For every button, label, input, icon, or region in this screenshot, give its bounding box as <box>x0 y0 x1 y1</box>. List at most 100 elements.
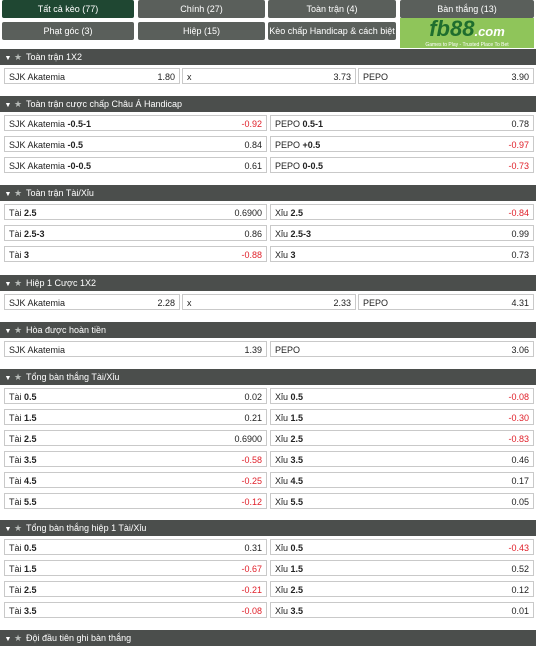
tab-goals[interactable]: Bàn thắng (13) <box>400 0 534 18</box>
favorite-star-icon[interactable]: ★ <box>14 633 23 643</box>
odds-value: 3.06 <box>511 345 529 355</box>
favorite-star-icon[interactable]: ★ <box>14 278 23 288</box>
odds-cell[interactable]: SJK Akatemia -0.5-1 -0.92 <box>4 115 267 131</box>
odds-cell[interactable]: Xỉu 0.5 -0.08 <box>270 388 534 404</box>
tab-handicap[interactable]: Kèo chấp Handicap & cách biệt (3) <box>268 22 396 54</box>
favorite-star-icon[interactable]: ★ <box>14 52 23 62</box>
collapse-caret-icon[interactable]: ▼ <box>4 55 12 62</box>
selection-name: Tài <box>9 606 22 616</box>
odds-cell[interactable]: x 3.73 <box>182 68 356 84</box>
odds-cell[interactable]: SJK Akatemia -0-0.5 0.61 <box>4 157 267 173</box>
odds-value: 3.73 <box>333 72 351 82</box>
odds-cell[interactable]: Xỉu 3 0.73 <box>270 246 534 262</box>
collapse-caret-icon[interactable]: ▼ <box>4 191 12 198</box>
odds-cell[interactable]: Tài 5.5 -0.12 <box>4 493 267 509</box>
selection-name: x <box>187 298 192 308</box>
selection-label: Tài 2.5 <box>9 582 37 598</box>
market-section: ▼ ★ Đội đầu tiên ghi bàn thắng <box>0 630 536 646</box>
odds-cell[interactable]: SJK Akatemia 1.80 <box>4 68 180 84</box>
selection-name: Xỉu <box>275 476 289 486</box>
odds-cell[interactable]: Tài 3.5 -0.58 <box>4 451 267 467</box>
odds-value: 0.02 <box>244 392 262 402</box>
odds-cell[interactable]: Xỉu 1.5 -0.30 <box>270 409 534 425</box>
favorite-star-icon[interactable]: ★ <box>14 523 23 533</box>
section-header[interactable]: ▼ ★ Hòa được hoàn tiền <box>0 322 536 338</box>
collapse-caret-icon[interactable]: ▼ <box>4 636 12 643</box>
odds-cell[interactable]: Xỉu 2.5-3 0.99 <box>270 225 534 241</box>
odds-cell[interactable]: Tài 1.5 -0.67 <box>4 560 267 576</box>
tab-all[interactable]: Tất cả kèo (77) <box>2 0 134 18</box>
odds-value: -0.83 <box>508 434 529 444</box>
section-header[interactable]: ▼ ★ Đội đầu tiên ghi bàn thắng <box>0 630 536 646</box>
section-header[interactable]: ▼ ★ Toàn trận 1X2 <box>0 49 536 65</box>
collapse-caret-icon[interactable]: ▼ <box>4 375 12 382</box>
odds-cell[interactable]: PEPO 0.5-1 0.78 <box>270 115 534 131</box>
odds-cell[interactable]: Tài 0.5 0.02 <box>4 388 267 404</box>
section-header[interactable]: ▼ ★ Toàn trận cược chấp Châu Á Handicap <box>0 96 536 112</box>
odds-cell[interactable]: Xỉu 3.5 0.46 <box>270 451 534 467</box>
odds-cell[interactable]: SJK Akatemia -0.5 0.84 <box>4 136 267 152</box>
odds-value: -0.92 <box>241 119 262 129</box>
section-title: Toàn trận Tài/Xỉu <box>26 188 94 198</box>
section-header[interactable]: ▼ ★ Tổng bàn thắng hiệp 1 Tài/Xỉu <box>0 520 536 536</box>
odds-cell[interactable]: PEPO 0-0.5 -0.73 <box>270 157 534 173</box>
selection-label: Tài 1.5 <box>9 561 37 577</box>
tab-halves[interactable]: Hiệp (15) <box>138 22 265 40</box>
odds-value: 0.05 <box>511 497 529 507</box>
odds-cell[interactable]: Xỉu 4.5 0.17 <box>270 472 534 488</box>
collapse-caret-icon[interactable]: ▼ <box>4 102 12 109</box>
odds-cell[interactable]: Tài 3.5 -0.08 <box>4 602 267 618</box>
odds-cell[interactable]: SJK Akatemia 1.39 <box>4 341 267 357</box>
odds-cell[interactable]: Tài 2.5 -0.21 <box>4 581 267 597</box>
odds-cell[interactable]: PEPO +0.5 -0.97 <box>270 136 534 152</box>
odds-cell[interactable]: Tài 2.5-3 0.86 <box>4 225 267 241</box>
odds-cell[interactable]: Tài 2.5 0.6900 <box>4 430 267 446</box>
odds-cell[interactable]: Tài 1.5 0.21 <box>4 409 267 425</box>
section-header[interactable]: ▼ ★ Tổng bàn thắng Tài/Xỉu <box>0 369 536 385</box>
odds-value: -0.21 <box>241 585 262 595</box>
odds-cell[interactable]: PEPO 4.31 <box>358 294 534 310</box>
selection-name: PEPO <box>275 119 301 129</box>
collapse-caret-icon[interactable]: ▼ <box>4 281 12 288</box>
odds-cell[interactable]: Tài 2.5 0.6900 <box>4 204 267 220</box>
collapse-caret-icon[interactable]: ▼ <box>4 328 12 335</box>
selection-name: SJK Akatemia <box>9 298 66 308</box>
section-header[interactable]: ▼ ★ Hiệp 1 Cược 1X2 <box>0 275 536 291</box>
odds-cell[interactable]: Xỉu 1.5 0.52 <box>270 560 534 576</box>
selection-name: Tài <box>9 229 22 239</box>
odds-cell[interactable]: Xỉu 2.5 0.12 <box>270 581 534 597</box>
odds-cell[interactable]: Tài 4.5 -0.25 <box>4 472 267 488</box>
odds-cell[interactable]: Xỉu 5.5 0.05 <box>270 493 534 509</box>
selection-name: Xỉu <box>275 250 289 260</box>
odds-cell[interactable]: x 2.33 <box>182 294 356 310</box>
odds-cell[interactable]: Tài 0.5 0.31 <box>4 539 267 555</box>
section-title: Đội đầu tiên ghi bàn thắng <box>26 633 132 643</box>
odds-value: 1.39 <box>244 345 262 355</box>
tab-full-match[interactable]: Toàn trận (4) <box>268 0 396 18</box>
odds-row: Tài 0.5 0.31 Xỉu 0.5 -0.43 <box>0 536 536 557</box>
odds-cell[interactable]: PEPO 3.90 <box>358 68 534 84</box>
odds-cell[interactable]: SJK Akatemia 2.28 <box>4 294 180 310</box>
fb88-logo[interactable]: fb88.com Games to Play - Trusted Place T… <box>400 17 534 48</box>
selection-label: Tài 0.5 <box>9 540 37 556</box>
odds-cell[interactable]: Tài 3 -0.88 <box>4 246 267 262</box>
collapse-caret-icon[interactable]: ▼ <box>4 526 12 533</box>
favorite-star-icon[interactable]: ★ <box>14 325 23 335</box>
selection-name: Tài <box>9 564 22 574</box>
handicap-line: 2.5 <box>24 585 37 595</box>
tab-corners[interactable]: Phạt góc (3) <box>2 22 134 40</box>
odds-value: 0.31 <box>244 543 262 553</box>
handicap-line: +0.5 <box>302 140 321 150</box>
odds-cell[interactable]: Xỉu 3.5 0.01 <box>270 602 534 618</box>
odds-cell[interactable]: Xỉu 0.5 -0.43 <box>270 539 534 555</box>
odds-cell[interactable]: PEPO 3.06 <box>270 341 534 357</box>
odds-value: 0.6900 <box>234 434 262 444</box>
favorite-star-icon[interactable]: ★ <box>14 188 23 198</box>
odds-cell[interactable]: Xỉu 2.5 -0.84 <box>270 204 534 220</box>
section-header[interactable]: ▼ ★ Toàn trận Tài/Xỉu <box>0 185 536 201</box>
favorite-star-icon[interactable]: ★ <box>14 99 23 109</box>
tab-main[interactable]: Chính (27) <box>138 0 265 18</box>
selection-label: Tài 2.5 <box>9 205 37 221</box>
odds-cell[interactable]: Xỉu 2.5 -0.83 <box>270 430 534 446</box>
favorite-star-icon[interactable]: ★ <box>14 372 23 382</box>
